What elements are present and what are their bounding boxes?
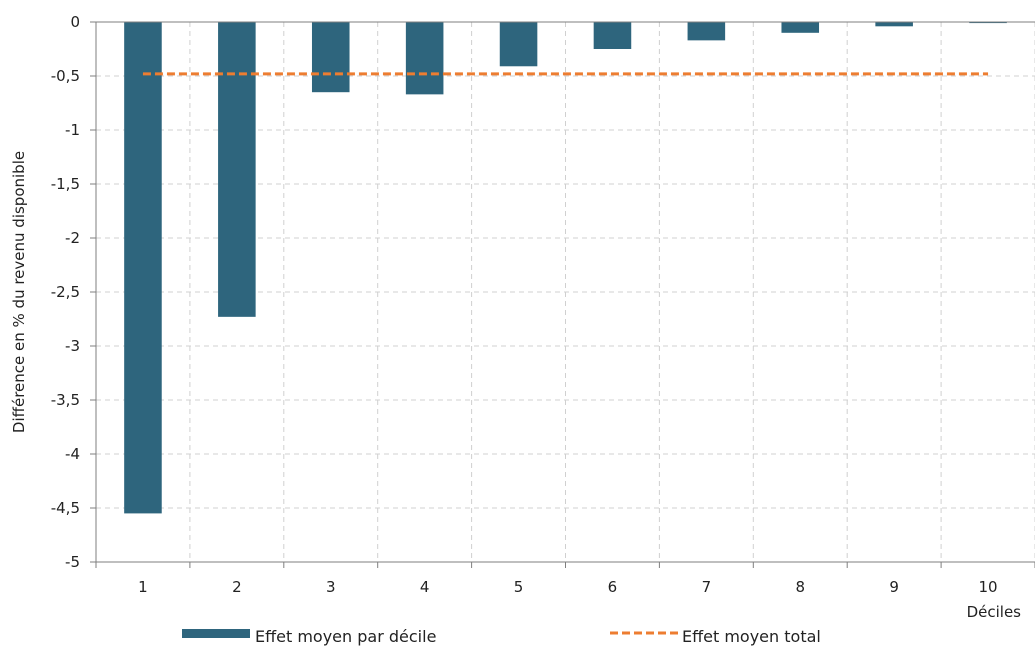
bar <box>969 22 1007 24</box>
x-tick-label: 10 <box>979 578 998 596</box>
x-tick-label: 4 <box>420 578 430 596</box>
bar <box>124 22 162 514</box>
bar <box>781 22 820 33</box>
bar <box>593 22 632 49</box>
y-tick-label: -3 <box>65 337 80 355</box>
y-tick-label: -0,5 <box>51 67 80 85</box>
bar <box>311 22 350 93</box>
y-tick-label: -2 <box>65 229 80 247</box>
bar <box>499 22 538 67</box>
y-tick-label: -1 <box>65 121 80 139</box>
x-tick-label: 6 <box>608 578 618 596</box>
axes <box>90 21 1035 568</box>
y-tick-label: -3,5 <box>51 391 80 409</box>
y-axis-title: Différence en % du revenu disponible <box>10 151 28 433</box>
legend-line-label: Effet moyen total <box>682 627 821 646</box>
x-tick-labels: 1 2 3 4 5 6 7 8 9 10 <box>138 578 997 596</box>
x-tick-label: 5 <box>514 578 524 596</box>
x-tick-label: 8 <box>795 578 805 596</box>
bar <box>405 22 444 95</box>
x-axis-title: Déciles <box>967 603 1022 621</box>
x-tick-label: 7 <box>702 578 712 596</box>
bar <box>687 22 726 41</box>
bar <box>218 22 256 317</box>
x-tick-label: 2 <box>232 578 242 596</box>
y-tick-label: -1,5 <box>51 175 80 193</box>
bars <box>124 22 1007 514</box>
legend-bar-swatch <box>182 629 250 638</box>
bar <box>875 22 913 27</box>
y-tick-label: -4 <box>65 445 80 463</box>
x-tick-label: 9 <box>889 578 899 596</box>
legend: Effet moyen par décile Effet moyen total <box>182 627 821 646</box>
y-tick-label: 0 <box>70 13 80 31</box>
x-tick-label: 3 <box>326 578 336 596</box>
x-tick-label: 1 <box>138 578 148 596</box>
legend-bar-label: Effet moyen par décile <box>255 627 436 646</box>
y-tick-label: -4,5 <box>51 499 80 517</box>
y-tick-labels: 0 -0,5 -1 -1,5 -2 -2,5 -3 -3,5 -4 -4,5 -5 <box>51 13 80 571</box>
y-tick-label: -5 <box>65 553 80 571</box>
y-tick-label: -2,5 <box>51 283 80 301</box>
